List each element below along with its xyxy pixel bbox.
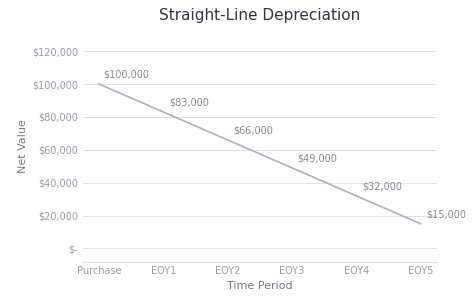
Title: Straight-Line Depreciation: Straight-Line Depreciation xyxy=(159,8,361,23)
Text: $83,000: $83,000 xyxy=(169,98,209,108)
Y-axis label: Net Value: Net Value xyxy=(18,120,28,173)
Text: $15,000: $15,000 xyxy=(426,210,466,220)
Text: $66,000: $66,000 xyxy=(233,126,273,136)
Text: $32,000: $32,000 xyxy=(362,182,402,192)
Text: $49,000: $49,000 xyxy=(298,154,337,164)
Text: $100,000: $100,000 xyxy=(103,70,149,80)
X-axis label: Time Period: Time Period xyxy=(227,281,293,291)
